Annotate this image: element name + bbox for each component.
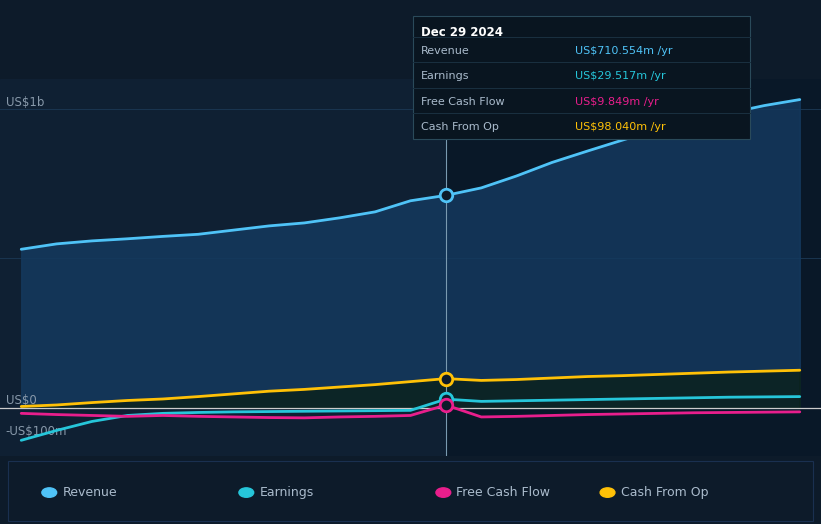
Text: Past: Past [414,90,438,103]
Bar [0,79,446,456]
Text: Revenue: Revenue [421,46,470,56]
Text: US$9.849m /yr: US$9.849m /yr [575,97,658,107]
Text: Dec 29 2024: Dec 29 2024 [421,26,503,39]
Text: Free Cash Flow: Free Cash Flow [456,486,550,499]
Text: Cash From Op: Cash From Op [621,486,709,499]
Text: Analysts Forecasts: Analysts Forecasts [453,90,563,103]
Text: Earnings: Earnings [421,71,470,81]
Text: US$1b: US$1b [6,95,44,108]
Text: Cash From Op: Cash From Op [421,123,499,133]
Text: -US$100m: -US$100m [6,425,67,438]
Text: US$29.517m /yr: US$29.517m /yr [575,71,665,81]
Text: US$710.554m /yr: US$710.554m /yr [575,46,672,56]
Text: US$98.040m /yr: US$98.040m /yr [575,123,665,133]
Text: Earnings: Earnings [259,486,314,499]
Bar [446,79,821,456]
Text: US$0: US$0 [6,395,36,407]
Text: Revenue: Revenue [62,486,117,499]
Text: Free Cash Flow: Free Cash Flow [421,97,505,107]
